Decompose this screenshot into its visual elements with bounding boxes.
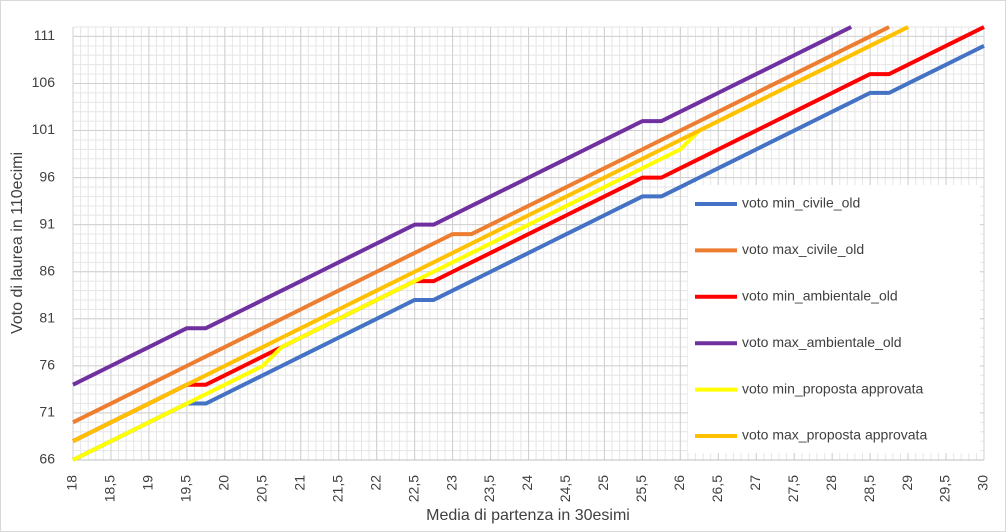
x-tick-label: 18 — [64, 475, 80, 491]
x-tick-label: 23,5 — [481, 475, 497, 502]
x-tick-label: 30 — [975, 475, 991, 491]
x-tick-label: 25,5 — [633, 475, 649, 502]
x-tick-label: 26,5 — [709, 475, 725, 502]
x-tick-label: 24,5 — [557, 475, 573, 502]
y-tick-label: 106 — [32, 74, 56, 90]
x-tick-label: 29,5 — [937, 475, 953, 502]
legend-label: voto max_proposta approvata — [742, 427, 927, 443]
x-axis-title: Media di partenza in 30esimi — [426, 507, 630, 524]
x-tick-label: 22,5 — [405, 475, 421, 502]
y-tick-label: 111 — [34, 27, 55, 43]
x-tick-label: 20,5 — [253, 475, 269, 502]
y-tick-label: 91 — [39, 215, 55, 231]
x-tick-label: 29 — [899, 475, 915, 491]
x-tick-label: 27,5 — [785, 475, 801, 502]
y-tick-label: 101 — [32, 121, 56, 137]
x-tick-label: 24 — [519, 475, 535, 491]
legend-box — [688, 185, 980, 453]
x-tick-label: 25 — [595, 475, 611, 491]
x-tick-label: 22 — [367, 475, 383, 491]
x-tick-label: 19 — [140, 475, 156, 491]
y-tick-label: 96 — [39, 168, 55, 184]
x-tick-label: 21 — [291, 475, 307, 491]
y-tick-label: 86 — [39, 262, 55, 278]
x-tick-label: 19,5 — [178, 475, 194, 502]
legend-label: voto min_civile_old — [742, 195, 860, 211]
x-tick-label: 21,5 — [329, 475, 345, 502]
x-tick-label: 28 — [823, 475, 839, 491]
series-line — [72, 25, 853, 387]
series-line — [72, 25, 985, 443]
x-tick-label: 26 — [671, 475, 687, 491]
y-tick-label: 76 — [39, 357, 55, 373]
series-line — [72, 44, 985, 462]
x-tick-label: 20 — [216, 475, 232, 491]
legend-label: voto min_proposta approvata — [742, 380, 924, 396]
plot-lines — [72, 25, 985, 462]
y-tick-label: 81 — [39, 310, 55, 326]
y-tick-label: 66 — [39, 451, 55, 467]
x-tick-label: 23 — [443, 475, 459, 491]
y-tick-label: 71 — [39, 404, 55, 420]
x-tick-label: 18,5 — [102, 475, 118, 502]
legend-label: voto max_ambientale_old — [742, 334, 902, 350]
y-axis-title: Voto di laurea in 110ecimi — [9, 152, 26, 334]
x-tick-label: 28,5 — [861, 475, 877, 502]
x-tick-label: 27 — [747, 475, 763, 491]
legend-label: voto min_ambientale_old — [742, 288, 898, 304]
series-line — [72, 25, 909, 443]
legend-label: voto max_civile_old — [742, 241, 864, 257]
series-line — [72, 25, 890, 425]
